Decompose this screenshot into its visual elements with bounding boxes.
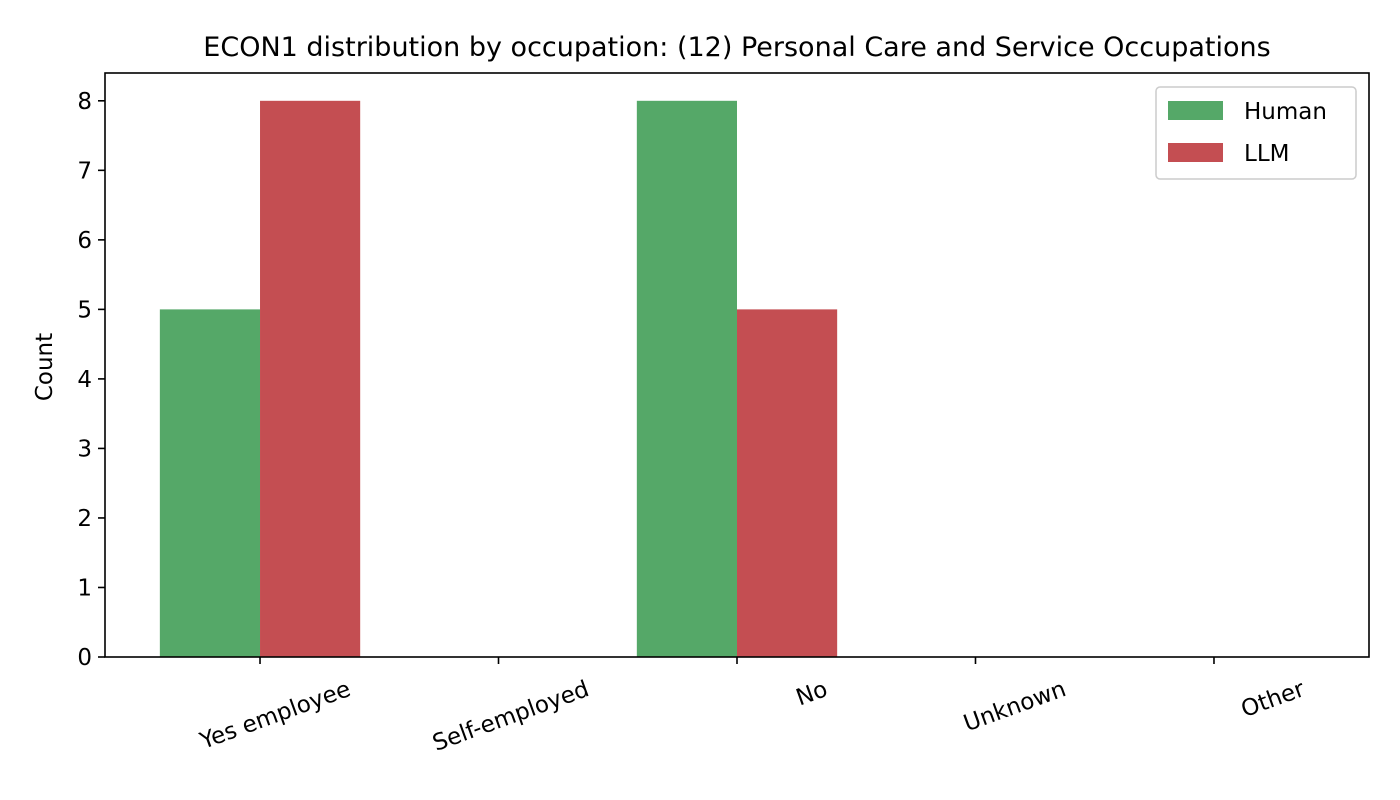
y-axis-label: Count: [32, 333, 58, 401]
legend-label-human: Human: [1244, 99, 1327, 125]
bars-group: [159, 100, 838, 658]
y-tick-label: 0: [77, 645, 92, 671]
chart-title: ECON1 distribution by occupation: (12) P…: [203, 32, 1270, 63]
x-tick-label: No: [793, 676, 831, 711]
y-tick-label: 6: [77, 228, 92, 254]
x-tick-label: Self-employed: [429, 676, 592, 757]
y-tick-label: 3: [77, 436, 92, 462]
y-tick-label: 4: [77, 367, 92, 393]
y-tick-label: 5: [77, 297, 92, 323]
bar-human-0: [159, 309, 261, 657]
legend-swatch-human: [1168, 101, 1223, 120]
y-tick-label: 1: [77, 575, 92, 601]
x-tick-label: Unknown: [960, 676, 1069, 737]
x-tick-label: Other: [1238, 676, 1309, 723]
y-tick-label: 2: [77, 506, 92, 532]
legend-label-llm: LLM: [1244, 141, 1289, 167]
x-tick-label: Yes employee: [196, 676, 354, 755]
y-tick-label: 8: [77, 89, 92, 115]
y-tick-label: 7: [77, 158, 92, 184]
legend-swatch-llm: [1168, 143, 1223, 162]
bar-llm-0: [260, 100, 361, 658]
legend: Human LLM: [1155, 86, 1357, 180]
bar-llm-2: [737, 309, 838, 657]
bar-human-2: [636, 100, 737, 658]
